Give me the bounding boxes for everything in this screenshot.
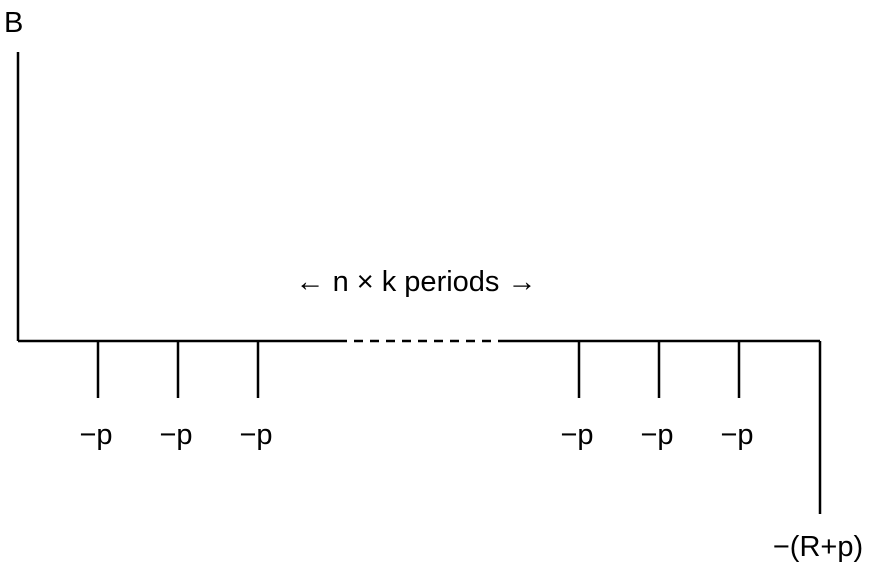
payment-label: −p (640, 419, 673, 451)
payment-label: −p (720, 419, 753, 451)
payment-label: −p (159, 419, 192, 451)
payment-label: −p (560, 419, 593, 451)
final-outflow-label: −(R+p) (773, 531, 863, 563)
period-span-label: ← n × k periods → (296, 266, 537, 298)
payment-label: −p (239, 419, 272, 451)
initial-inflow-label: B (4, 7, 23, 39)
payment-label: −p (79, 419, 112, 451)
